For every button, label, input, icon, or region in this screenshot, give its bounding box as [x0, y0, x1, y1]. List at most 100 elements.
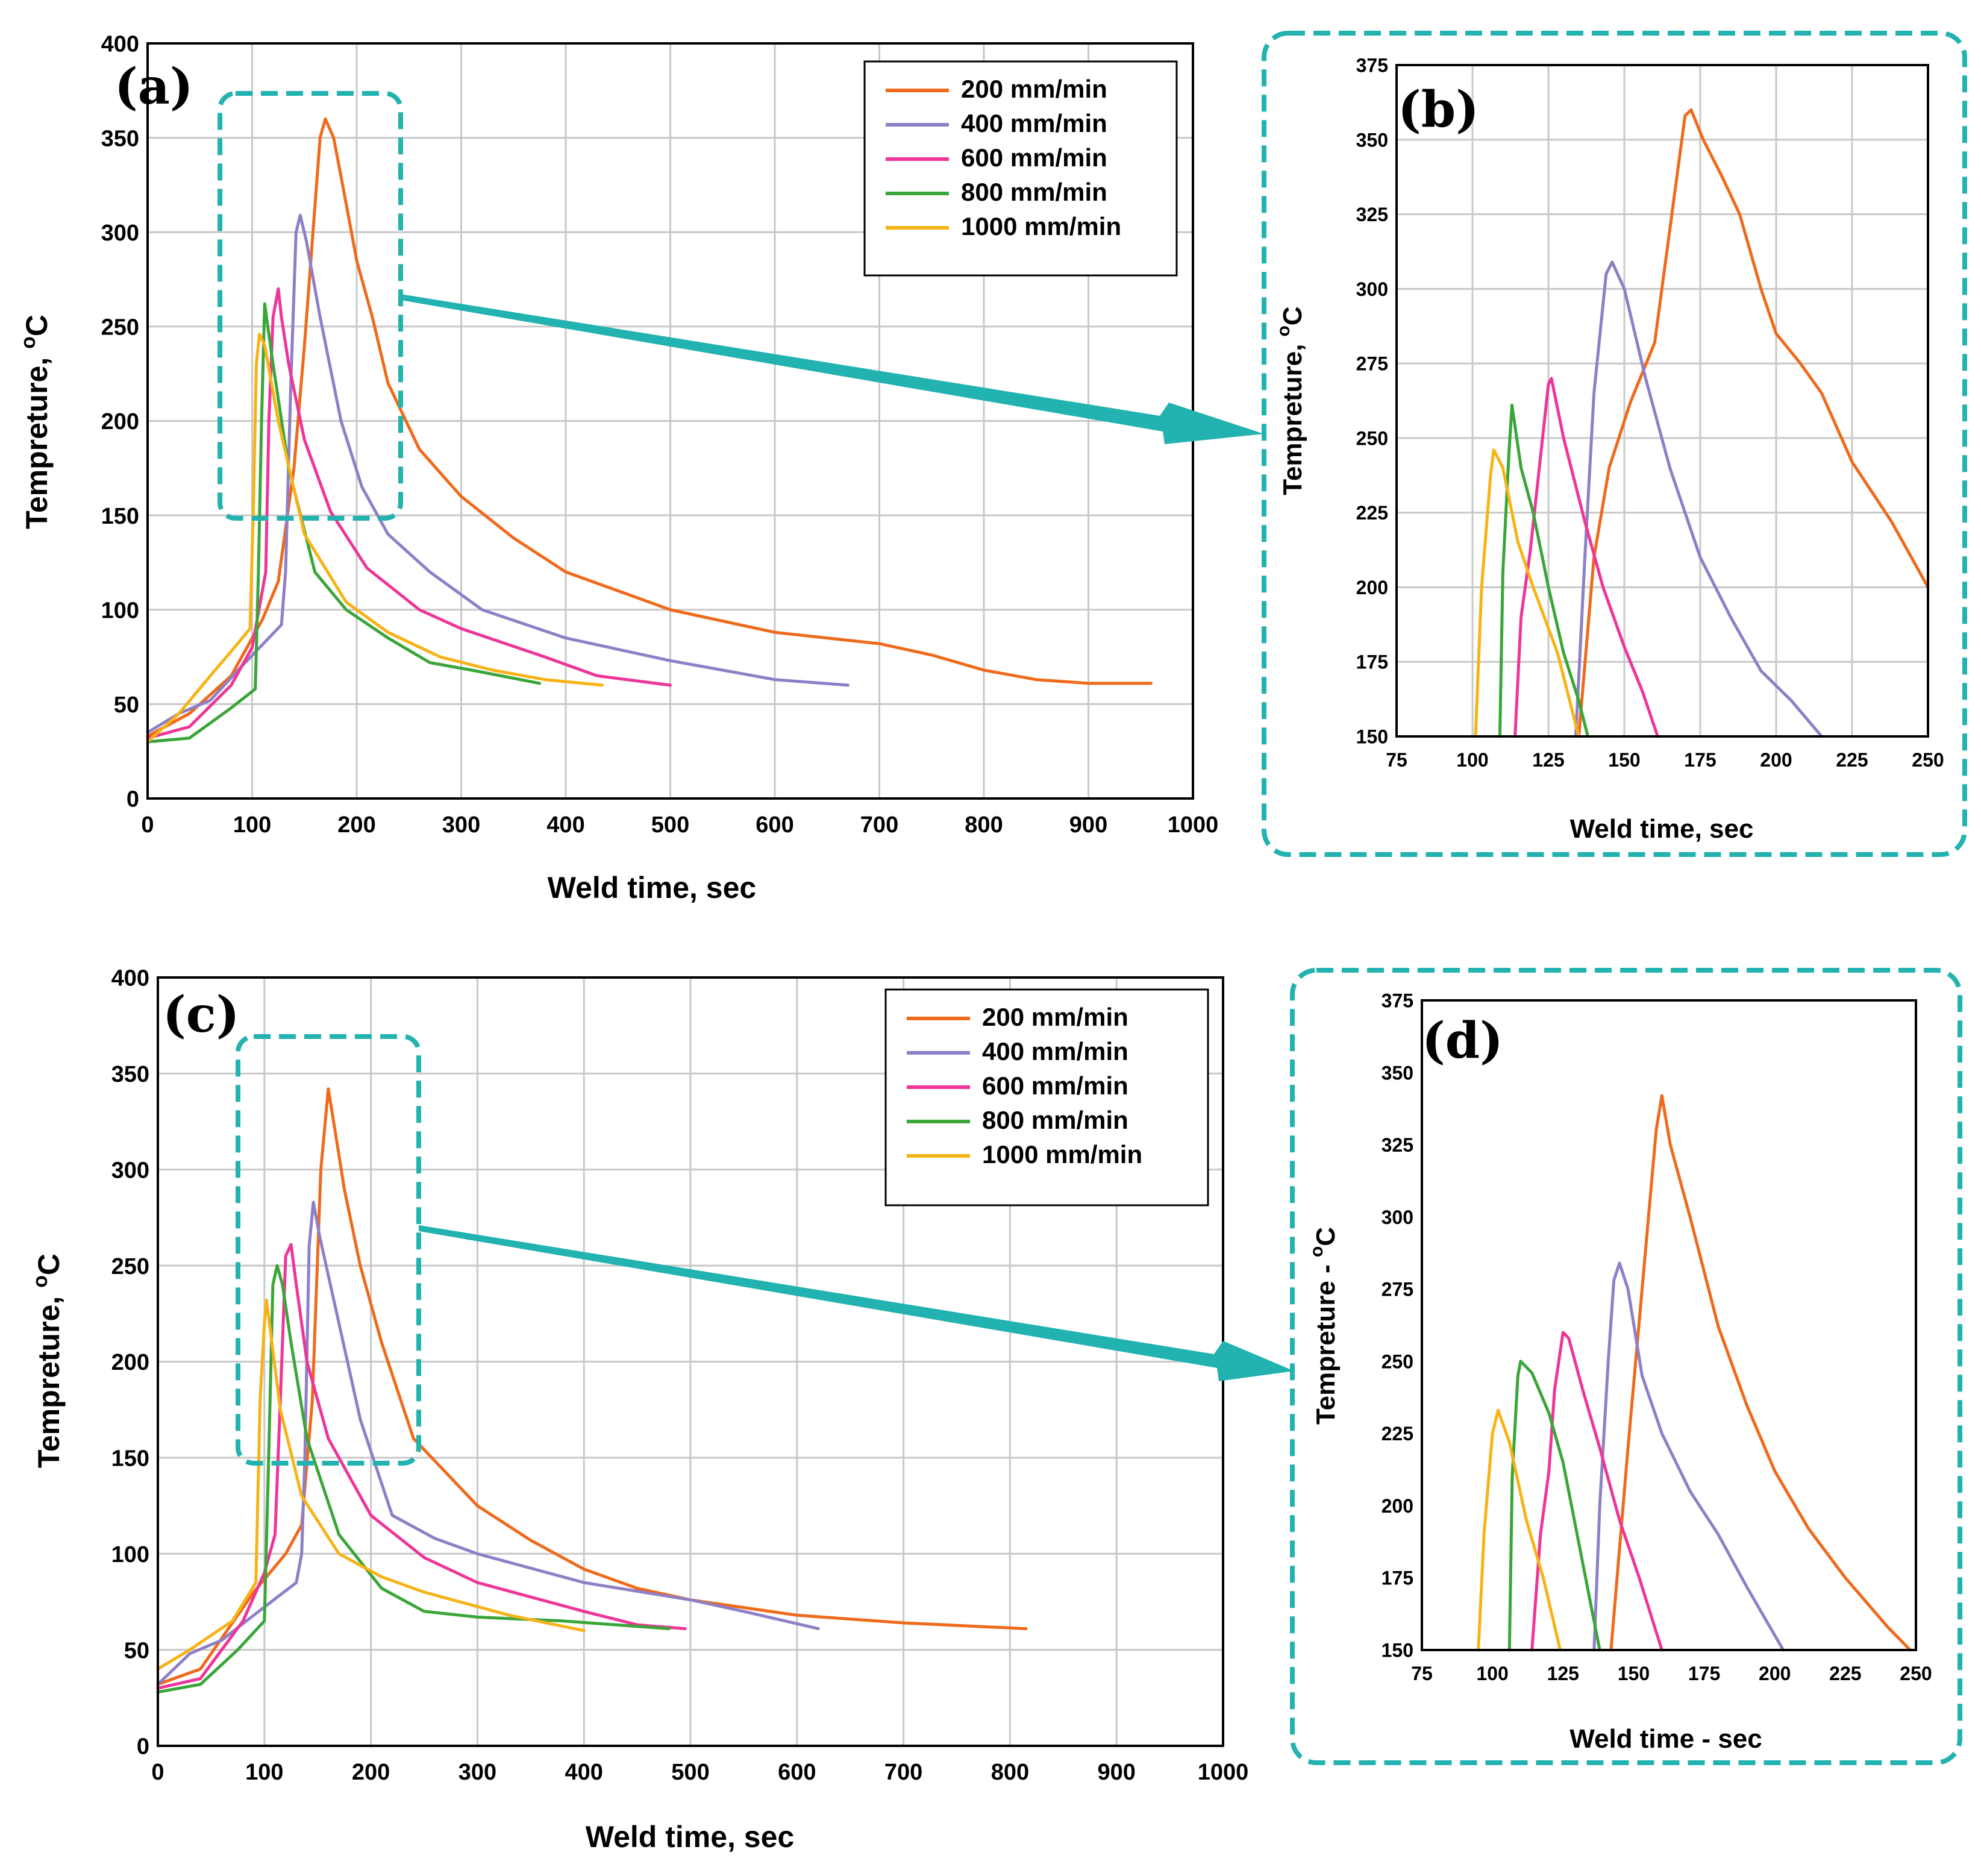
x-axis-label: Weld time, sec [586, 1820, 794, 1854]
zoom-arrow-ab [401, 294, 1264, 444]
series-line-1000-mm-min [1474, 448, 1580, 738]
x-tick-label: 700 [860, 812, 898, 838]
series-line-400-mm-min [1574, 260, 1824, 738]
x-tick-label: 0 [151, 1760, 164, 1785]
x-tick-label: 100 [233, 812, 271, 838]
x-tick-label: 75 [1386, 749, 1407, 771]
x-tick-label: 600 [778, 1760, 816, 1785]
y-tick-label: 325 [1356, 204, 1388, 225]
legend: 200 mm/min 400 mm/min 600 mm/min 800 mm/min… [863, 60, 1178, 277]
x-tick-label: 0 [141, 812, 154, 838]
series-line-600-mm-min [146, 287, 672, 740]
y-tick-label: 200 [101, 409, 139, 434]
x-tick-label: 250 [1900, 1663, 1932, 1684]
series-line-400-mm-min [156, 1200, 820, 1686]
x-tick-label: 100 [1476, 1663, 1508, 1684]
x-tick-label: 100 [245, 1760, 283, 1785]
x-axis-label: Weld time - sec [1569, 1724, 1762, 1754]
chart-c: 0 100 200 300 400 500 600 700 800 900 1000 0 50 100 15… [29, 966, 1248, 1854]
series-line-600-mm-min [1513, 377, 1659, 738]
x-tick-label: 250 [1912, 749, 1944, 771]
series-line-400-mm-min [1592, 1261, 1785, 1652]
y-tick-label: 0 [127, 787, 139, 812]
x-axis-label: Weld time, sec [548, 871, 756, 905]
x-tick-label: 75 [1411, 1663, 1433, 1684]
y-axis-label: Tempreture, oC [1274, 306, 1307, 495]
x-tick-label: 600 [756, 812, 793, 838]
legend-label: 1000 mm/min [961, 212, 1121, 240]
series-line-800-mm-min [146, 302, 542, 744]
series-line-1000-mm-min [156, 1299, 586, 1671]
x-tick-label: 800 [965, 812, 1003, 838]
y-tick-label: 375 [1356, 55, 1388, 77]
series-line-200-mm-min [1609, 1094, 1912, 1652]
y-tick-label: 150 [1382, 1640, 1413, 1661]
x-tick-label: 125 [1532, 749, 1564, 771]
x-tick-label: 400 [565, 1760, 602, 1785]
y-tick-label: 0 [137, 1734, 149, 1760]
y-tick-label: 275 [1382, 1279, 1413, 1300]
legend-box [884, 988, 1209, 1206]
y-tick-label: 100 [111, 1542, 149, 1567]
y-tick-label: 350 [1382, 1062, 1413, 1084]
y-axis-label: Tempreture - oC [1307, 1227, 1341, 1425]
y-tick-label: 250 [1356, 427, 1388, 449]
zoom-box-c [236, 1034, 421, 1466]
y-tick-label: 350 [101, 126, 139, 151]
x-tick-label: 100 [1456, 749, 1488, 771]
zoom-box-a [218, 91, 403, 521]
x-tick-label: 800 [991, 1760, 1029, 1785]
x-tick-label: 150 [1608, 749, 1640, 771]
y-tick-label: 100 [101, 598, 139, 623]
y-tick-label: 350 [1356, 129, 1388, 151]
y-axis-label: Tempreture, oC [29, 1253, 66, 1468]
x-tick-label: 200 [1759, 1663, 1791, 1684]
y-tick-label: 200 [1356, 577, 1388, 598]
inset-frame-b [1262, 31, 1967, 857]
panel-label: (a) [114, 58, 193, 116]
series-line-800-mm-min [1498, 403, 1589, 738]
legend-label: 600 mm/min [982, 1071, 1128, 1100]
y-tick-label: 250 [1382, 1351, 1413, 1372]
y-tick-label: 350 [111, 1062, 149, 1087]
series-line-600-mm-min [1530, 1331, 1663, 1652]
y-tick-label: 50 [124, 1638, 149, 1663]
x-tick-label: 200 [337, 812, 375, 838]
y-tick-label: 400 [101, 32, 139, 57]
y-tick-label: 175 [1356, 651, 1388, 673]
y-tick-label: 225 [1382, 1423, 1413, 1445]
y-tick-label: 50 [114, 692, 139, 718]
series-line-800-mm-min [156, 1264, 671, 1694]
x-tick-label: 500 [651, 812, 689, 838]
y-tick-label: 275 [1356, 353, 1388, 375]
y-tick-label: 150 [101, 504, 139, 529]
x-tick-label: 300 [442, 812, 480, 838]
plot-frame [1395, 64, 1929, 738]
y-tick-label: 325 [1382, 1134, 1413, 1156]
y-tick-label: 250 [101, 315, 139, 340]
zoom-arrow-cd [419, 1225, 1294, 1381]
x-tick-label: 200 [352, 1760, 390, 1785]
series-line-600-mm-min [156, 1243, 687, 1690]
x-tick-label: 400 [546, 812, 584, 838]
x-tick-label: 500 [671, 1760, 709, 1785]
x-tick-label: 175 [1684, 749, 1716, 771]
y-tick-label: 400 [111, 966, 149, 991]
series-line-1000-mm-min [1477, 1408, 1562, 1652]
panel-label: (c) [163, 986, 240, 1044]
x-tick-label: 150 [1618, 1663, 1650, 1684]
legend-label: 200 mm/min [961, 75, 1107, 103]
legend-label: 800 mm/min [961, 178, 1107, 206]
series-line-200-mm-min [146, 117, 1153, 738]
x-tick-label: 1000 [1198, 1760, 1249, 1785]
y-tick-label: 150 [1356, 726, 1388, 748]
x-tick-label: 900 [1069, 812, 1107, 838]
callouts [218, 31, 1967, 1765]
y-tick-label: 300 [1356, 278, 1388, 300]
legend: 200 mm/min 400 mm/min 600 mm/min 800 mm/min… [884, 988, 1209, 1206]
x-tick-label: 175 [1688, 1663, 1720, 1684]
legend-label: 200 mm/min [982, 1003, 1128, 1031]
inset-frame-d [1290, 968, 1962, 1765]
y-tick-label: 300 [111, 1158, 149, 1183]
